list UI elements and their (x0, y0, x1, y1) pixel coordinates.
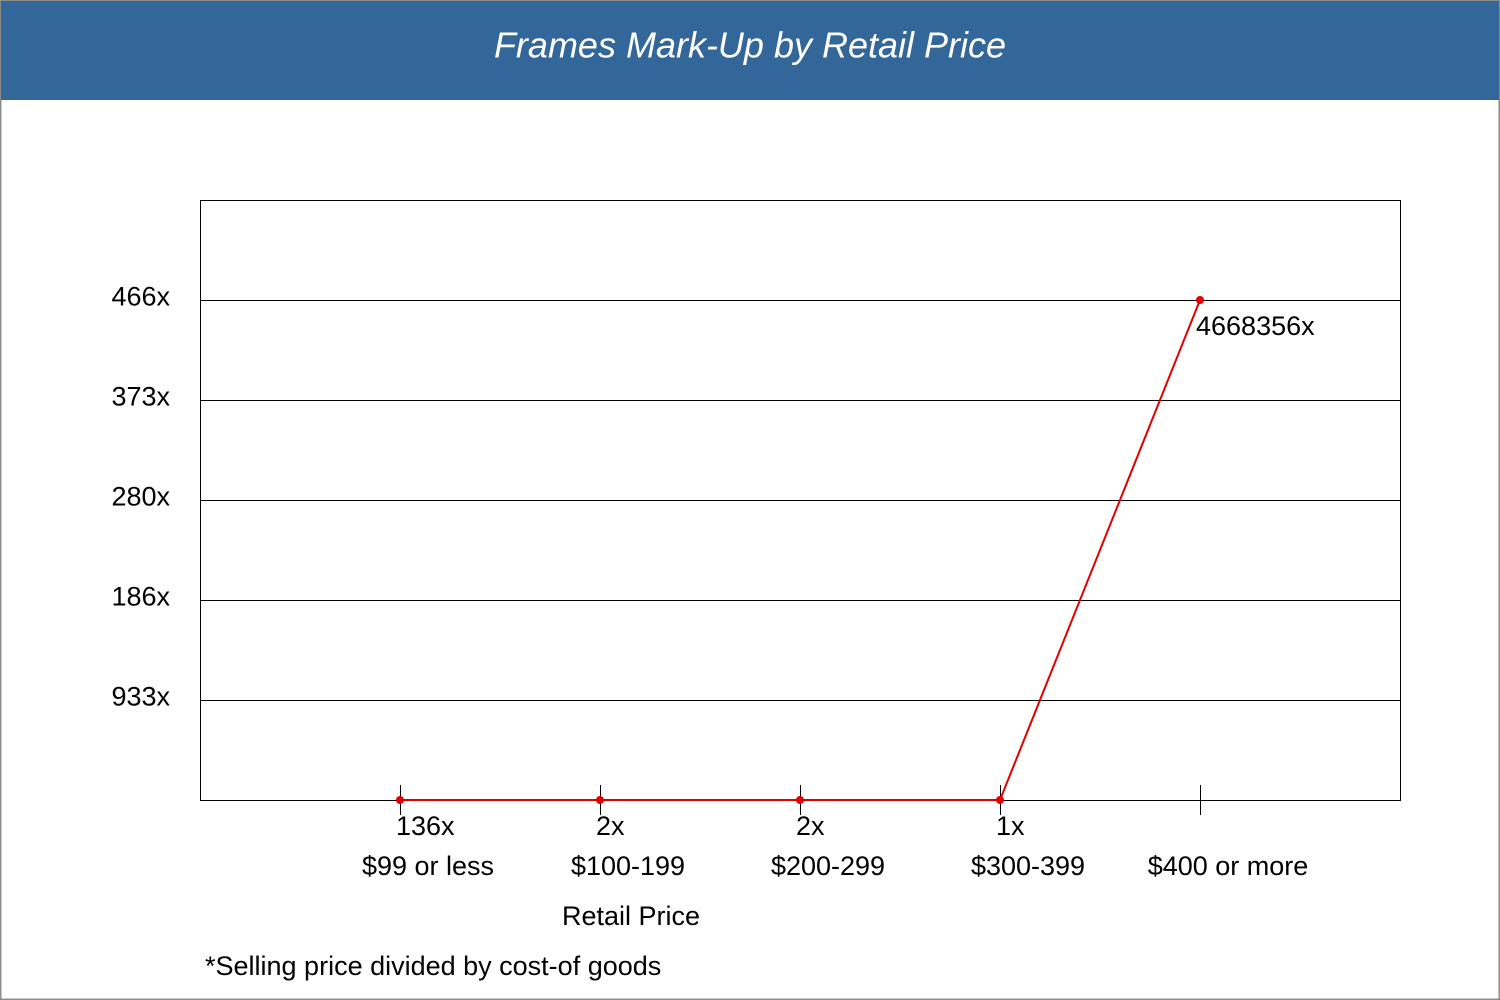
data-label: 136x (396, 811, 455, 841)
data-label: 2x (596, 811, 625, 841)
point (1196, 295, 1204, 304)
y-tick-label: 373x (111, 382, 170, 412)
data-label: 2x (796, 811, 825, 841)
x-tick-label: $200-299 (771, 851, 885, 881)
y-tick-label: 466x (111, 282, 170, 312)
point (596, 795, 604, 804)
x-tick-label: $300-399 (971, 851, 1085, 881)
x-tick-label: $400 or more (1148, 851, 1309, 881)
y-tick-label: 186x (111, 582, 170, 612)
point (796, 795, 804, 804)
chart-title: Frames Mark-Up by Retail Price (494, 25, 1006, 66)
point (396, 795, 404, 804)
y-tick-label: 280x (111, 482, 170, 512)
x-tick-label: $99 or less (362, 851, 494, 881)
x-tick-label: $100-199 (571, 851, 685, 881)
y-tick-label: 933x (111, 682, 170, 712)
footnote: *Selling price divided by cost-of goods (205, 951, 661, 981)
data-label: 4668356x (1196, 311, 1315, 341)
data-label: 1x (996, 811, 1025, 841)
point (996, 795, 1004, 804)
x-axis-title: Retail Price (562, 901, 700, 931)
title-band (1, 1, 1499, 100)
